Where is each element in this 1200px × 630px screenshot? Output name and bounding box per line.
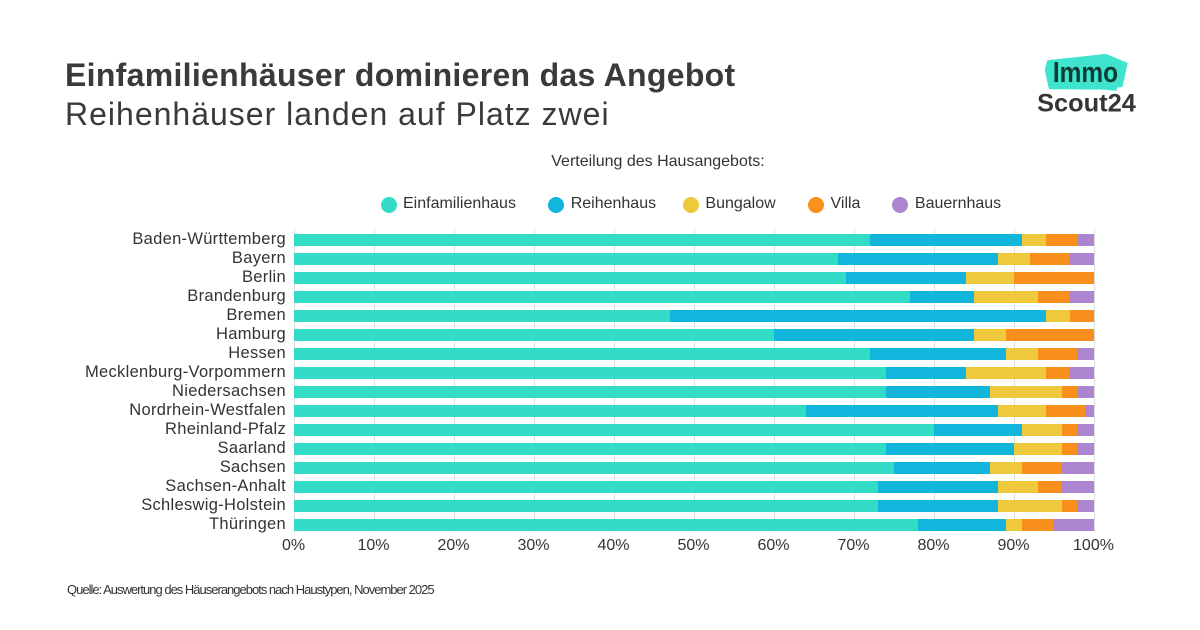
svg-text:Immo: Immo <box>1053 57 1118 89</box>
svg-text:Scout24: Scout24 <box>1037 90 1136 118</box>
